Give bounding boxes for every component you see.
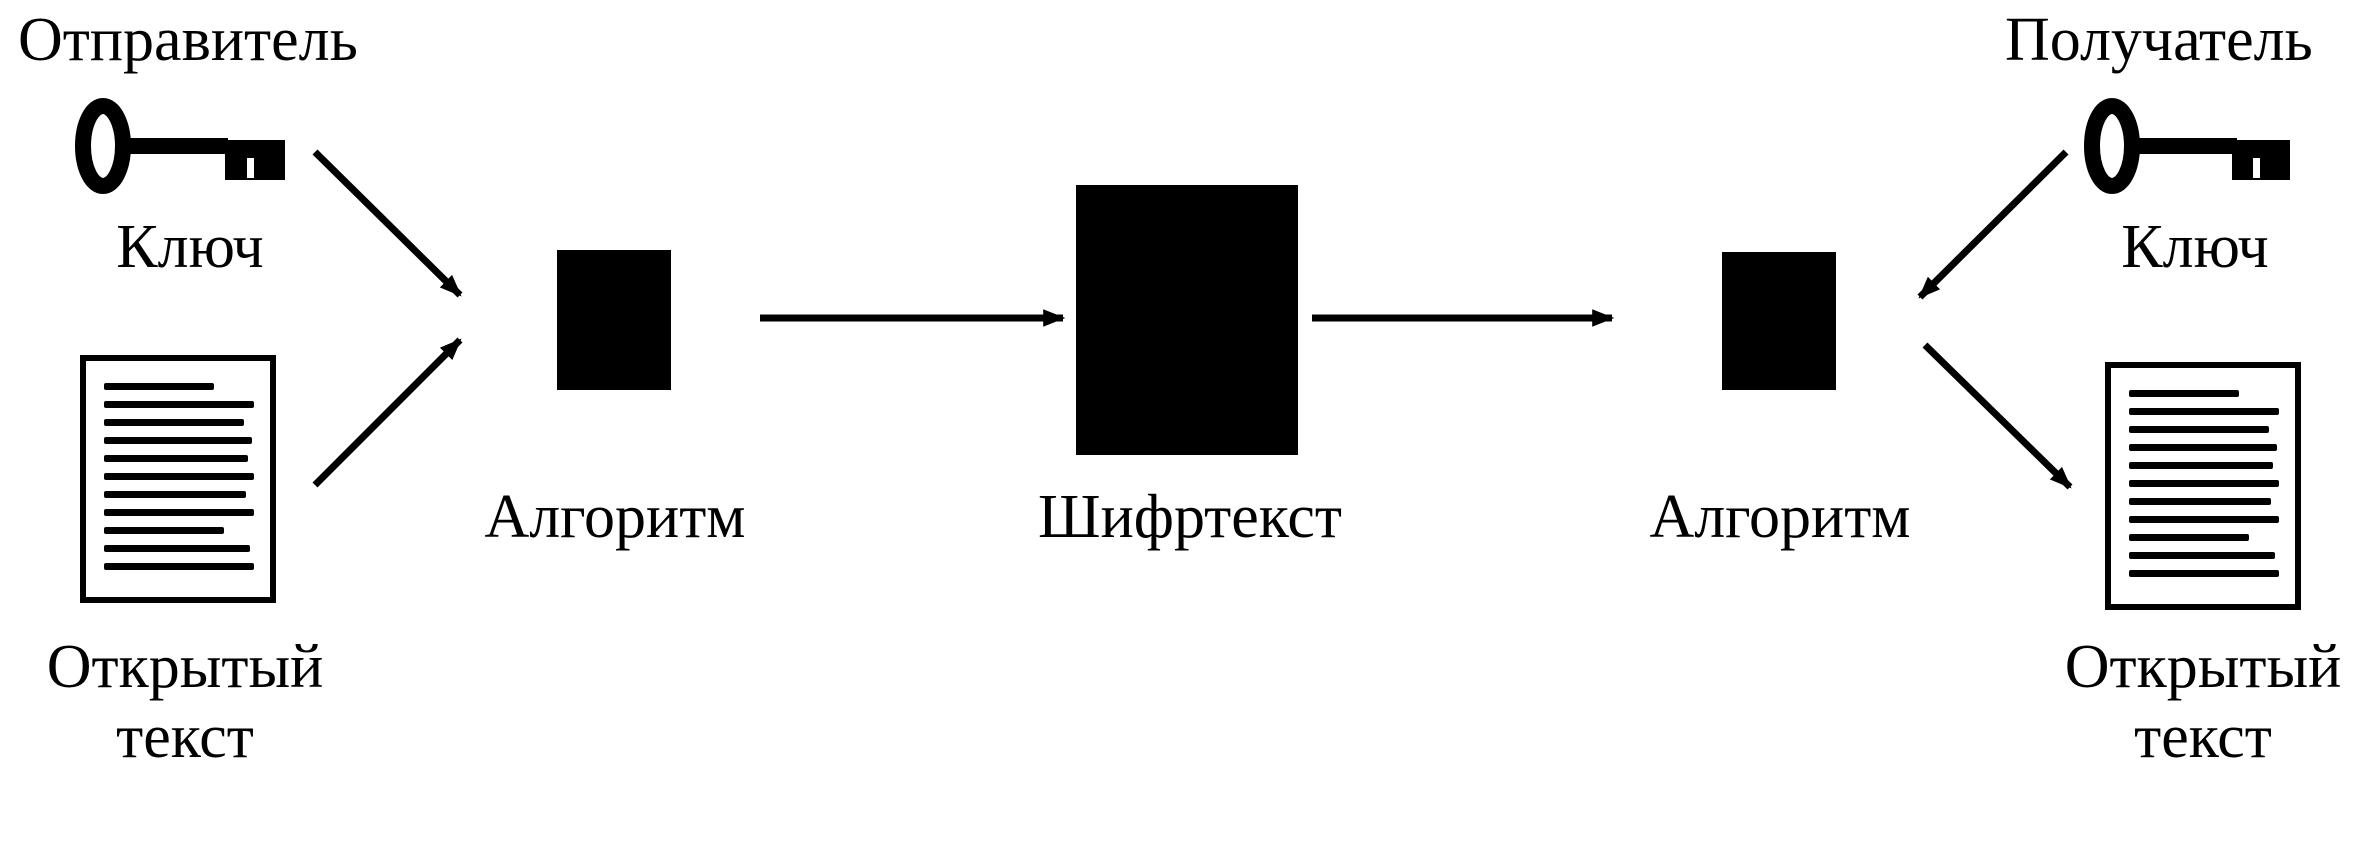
receiver-plaintext-label-line1: Открытый bbox=[2064, 633, 2342, 701]
ciphertext-label: Шифртекст bbox=[1038, 483, 1342, 551]
arrow-key-to-encrypt bbox=[312, 149, 463, 298]
sender-plaintext-label-line1: Открытый bbox=[46, 633, 324, 701]
sender-title: Отправитель bbox=[18, 6, 358, 74]
receiver-key-icon bbox=[2084, 98, 2290, 194]
receiver-key-label: Ключ bbox=[2121, 213, 2269, 281]
sender-plaintext-label-line2: текст bbox=[116, 703, 254, 771]
encrypt-algorithm-label: Алгоритм bbox=[484, 483, 746, 551]
arrow-key-to-decrypt bbox=[1917, 149, 2069, 300]
arrow-plaintext-to-encrypt bbox=[312, 337, 463, 488]
receiver-title: Получатель bbox=[2005, 6, 2313, 74]
decrypt-algorithm-block bbox=[1722, 252, 1836, 390]
decrypt-algorithm-label: Алгоритм bbox=[1649, 483, 1911, 551]
sender-document-icon bbox=[80, 355, 276, 603]
receiver-document-icon bbox=[2105, 362, 2301, 610]
arrow-decrypt-to-plaintext bbox=[1922, 342, 2073, 490]
sender-key-icon bbox=[75, 98, 285, 194]
encrypt-algorithm-block bbox=[557, 250, 671, 390]
receiver-plaintext-label-line2: текст bbox=[2134, 703, 2272, 771]
sender-key-label: Ключ bbox=[116, 213, 264, 281]
ciphertext-block bbox=[1076, 185, 1298, 455]
